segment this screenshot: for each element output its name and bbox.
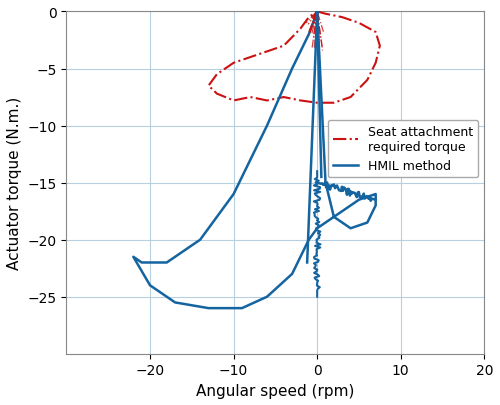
X-axis label: Angular speed (rpm): Angular speed (rpm) — [196, 383, 354, 398]
Y-axis label: Actuator torque (N.m.): Actuator torque (N.m.) — [7, 97, 22, 270]
Legend: Seat attachment
required torque, HMIL method: Seat attachment required torque, HMIL me… — [328, 120, 478, 177]
